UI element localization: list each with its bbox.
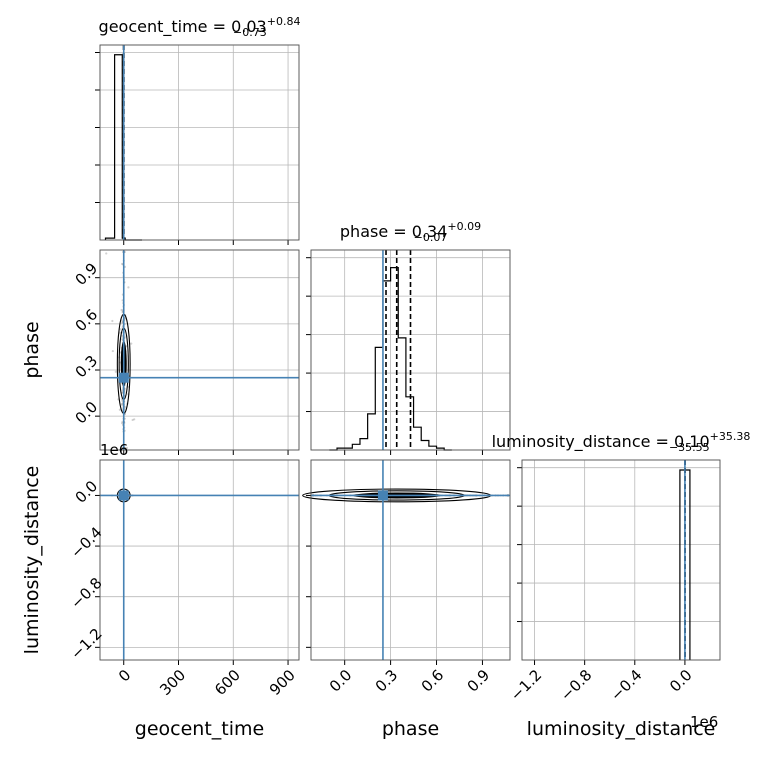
sample-point [131, 418, 134, 422]
x-tick-label: −0.4 [607, 666, 645, 704]
panel-border [310, 249, 511, 451]
sample-point [121, 422, 124, 425]
title-lower-phase: −0.07 [414, 231, 448, 244]
sample-point [121, 334, 124, 337]
x-axis-label-luminosity_distance: luminosity_distance [527, 718, 716, 740]
sample-point [125, 345, 128, 348]
truth-marker [118, 490, 129, 501]
sample-point [121, 321, 124, 324]
sample-point [121, 262, 124, 265]
sample-point [121, 338, 124, 341]
x-tick-label: 0 [115, 666, 134, 685]
sample-point [121, 319, 124, 322]
scatter-panel-geocent_time-luminosity_distance [99, 459, 300, 661]
y-tick-label: 0.3 [72, 352, 102, 382]
x-offset-label: 1e6 [690, 713, 718, 731]
x-tick-label: 0.6 [418, 666, 448, 696]
panel-border [99, 459, 300, 661]
x-tick-label: 0.9 [464, 666, 494, 696]
title-main-luminosity_distance: luminosity_distance = 0.10 [492, 432, 710, 452]
title-main-geocent_time: geocent_time = 0.03 [99, 17, 267, 37]
title-upper-luminosity_distance: +35.38 [710, 430, 751, 443]
x-axis-label-geocent_time: geocent_time [135, 718, 264, 740]
sample-point [111, 319, 114, 323]
title-luminosity_distance: luminosity_distance = 0.10+35.38 −35.55 [492, 430, 751, 454]
y-tick-label: 0.6 [72, 306, 102, 336]
histogram-phase [329, 267, 452, 451]
title-upper-geocent_time: +0.84 [267, 15, 301, 28]
panel-border [310, 459, 511, 661]
sample-point [119, 328, 122, 331]
x-axis-label-phase: phase [382, 718, 439, 740]
truth-marker [118, 372, 129, 383]
sample-point [127, 286, 130, 289]
title-upper-phase: +0.09 [447, 220, 481, 233]
x-tick-label: 0.3 [372, 666, 402, 696]
y-axis-label-luminosity_distance: luminosity_distance [21, 466, 43, 655]
y-tick-label: 0.0 [72, 477, 102, 507]
x-tick-label: 0.0 [326, 666, 356, 696]
x-tick-label: −1.2 [507, 666, 545, 704]
sample-point [124, 406, 127, 409]
x-tick-label: 900 [266, 666, 299, 699]
y-tick-label: 0.9 [72, 259, 102, 289]
truth-marker [377, 490, 388, 501]
sample-point [111, 349, 114, 353]
panel-border [521, 459, 721, 661]
y-axis-label-phase: phase [21, 321, 43, 378]
x-tick-label: −0.8 [557, 666, 595, 704]
sample-point [121, 403, 124, 407]
y-tick-label: 0.0 [72, 398, 102, 428]
hist-panel-geocent_time [99, 44, 300, 241]
panels-layer: geocent_time = 0.03+0.84 −0.73 phase = 0.3… [21, 15, 750, 740]
x-tick-label: 300 [156, 666, 189, 699]
title-lower-geocent_time: −0.73 [233, 26, 267, 39]
panel-border [99, 249, 300, 451]
sample-point [118, 408, 121, 411]
x-tick-label: 0.0 [666, 666, 696, 696]
sample-point [133, 418, 136, 421]
title-lower-luminosity_distance: −35.55 [669, 441, 710, 454]
scatter-panel-geocent_time-phase [99, 249, 300, 451]
sample-point [120, 308, 123, 312]
title-geocent_time: geocent_time = 0.03+0.84 −0.73 [99, 15, 301, 39]
sample-point [125, 446, 129, 450]
sample-point [120, 402, 124, 406]
sample-point [114, 370, 117, 373]
sample-point [130, 342, 133, 345]
y-offset-label: 1e6 [100, 441, 128, 459]
title-phase: phase = 0.34+0.09 −0.07 [340, 220, 481, 244]
sample-point [105, 252, 108, 255]
panel-border [99, 44, 300, 241]
title-main-phase: phase = 0.34 [340, 222, 447, 241]
x-tick-label: 600 [211, 666, 244, 699]
